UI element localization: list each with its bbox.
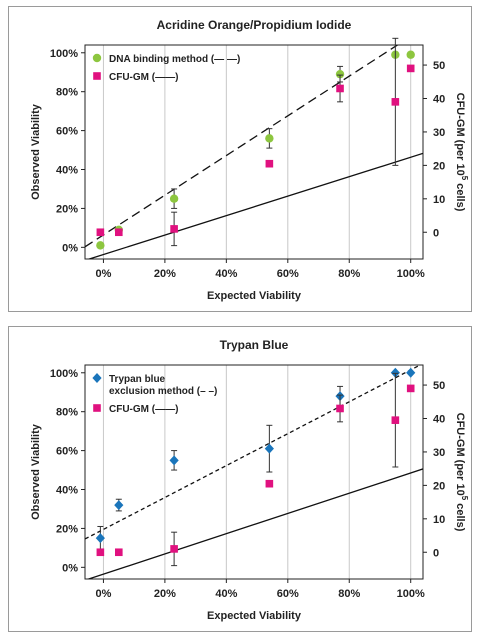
y-tick-label: 60%: [56, 446, 78, 458]
legend-marker-diamond: [92, 373, 102, 383]
y2-axis-label-main: CFU-GM (per 10: [454, 93, 466, 176]
x-tick-label: 20%: [154, 268, 176, 280]
x-axis-label: Expected Viability: [207, 610, 302, 622]
fit-line: [85, 365, 422, 540]
data-point-square: [170, 545, 178, 553]
y-tick-label: 0%: [62, 562, 78, 574]
data-point-square: [391, 416, 400, 424]
data-point-diamond: [95, 533, 105, 544]
fit-lines: [85, 45, 423, 259]
data-point-square: [96, 228, 105, 237]
chart-panel-acridine: Acridine Orange/Propidium Iodide 0% 20% 40%…: [8, 6, 472, 312]
y-axis-label: Observed Viability: [30, 103, 42, 200]
x-tick-label: 100%: [397, 588, 425, 600]
legend-marker-square: [93, 72, 101, 80]
y-tick-label: 0%: [62, 242, 78, 254]
y2-tick-label: 50: [433, 60, 445, 72]
x-tick-label: 0%: [95, 268, 111, 280]
y2-tick-label: 20: [433, 160, 445, 172]
x-tick-label: 60%: [277, 268, 299, 280]
y-tick-label: 100%: [50, 48, 78, 60]
y2-axis-label-sup: 5: [460, 176, 469, 181]
y2-tick-label: 30: [433, 447, 445, 459]
data-point-square: [96, 548, 105, 557]
data-point-diamond: [264, 443, 274, 454]
y-tick-label: 20%: [56, 203, 78, 215]
x-tick-label: 20%: [154, 588, 176, 600]
fit-line: [87, 152, 423, 259]
x-tick-label: 40%: [215, 588, 237, 600]
y2-tick-label: 50: [433, 380, 445, 392]
y-tick-label: 40%: [56, 165, 78, 177]
y2-axis-label-main: CFU-GM (per 10: [454, 413, 466, 496]
y2-tick-label: 10: [433, 514, 445, 526]
data-point-diamond: [406, 367, 416, 378]
y2-axis-label-sup: 5: [460, 496, 469, 501]
data-point-circle: [169, 194, 179, 203]
y2-axis-label: CFU-GM (per 105 cells): [454, 93, 469, 212]
chart-acridine: Acridine Orange/Propidium Iodide 0% 20% 40%…: [30, 18, 469, 302]
legend-label: DNA binding method (— —): [109, 54, 240, 65]
y2-tick-label: 0: [433, 227, 439, 239]
x-tick-label: 40%: [215, 268, 237, 280]
y-tick-label: 80%: [56, 407, 78, 419]
x-axis-label: Expected Viability: [207, 290, 302, 302]
data-point-square: [115, 228, 123, 237]
data-point-circle: [406, 50, 415, 59]
legend-label: CFU-GM (——): [109, 404, 178, 415]
legend: DNA binding method (— —) CFU-GM (——): [92, 53, 240, 83]
data-point-square: [265, 479, 274, 488]
data-point-square: [336, 84, 344, 93]
x-tick-label: 100%: [397, 268, 425, 280]
legend-marker-square: [93, 404, 101, 412]
data-point-square: [265, 159, 274, 168]
data-point-square: [336, 404, 344, 413]
x-tick-label: 0%: [95, 588, 111, 600]
data-point-circle: [335, 69, 345, 79]
x-tick-label: 80%: [338, 268, 360, 280]
y2-tick-label: 10: [433, 194, 445, 206]
chart-title: Trypan Blue: [220, 338, 289, 352]
legend-marker-circle: [92, 53, 102, 63]
y2-axis-label: CFU-GM (per 105 cells): [454, 413, 469, 532]
data-point-circle: [96, 241, 105, 250]
y2-tick-label: 30: [433, 127, 445, 139]
x-tick-label: 80%: [338, 588, 360, 600]
x-tick-label: 60%: [277, 588, 299, 600]
data-point-diamond: [390, 367, 400, 378]
y2-tick-label: 40: [433, 414, 445, 426]
y-tick-label: 20%: [56, 523, 78, 535]
data-point-circle: [265, 134, 274, 143]
legend-label-line2: exclusion method (– –): [109, 386, 217, 397]
legend-label: Trypan blue: [109, 374, 166, 385]
y2-axis-label-tail: cells): [454, 180, 466, 212]
y2-axis-label-tail: cells): [454, 500, 466, 532]
data-point-square: [170, 225, 178, 233]
y2-tick-label: 40: [433, 94, 445, 106]
data-point-diamond: [169, 455, 179, 466]
plot-frame: [84, 364, 424, 580]
y2-tick-label: 20: [433, 480, 445, 492]
data-point-square: [391, 98, 400, 106]
y2-tick-label: 0: [433, 547, 439, 559]
data-point-square: [406, 64, 415, 73]
chart-panel-trypan: Trypan Blue 0% 20% 40% 60% 80% 100% 0% 20% 40% 60%…: [8, 326, 472, 632]
y-axis-label: Observed Viability: [30, 423, 42, 520]
data-point-square: [406, 384, 415, 393]
data-point-square: [115, 548, 123, 557]
legend-label: CFU-GM (——): [109, 72, 178, 83]
chart-trypan: Trypan Blue 0% 20% 40% 60% 80% 100% 0% 20% 40% 60%…: [30, 338, 469, 622]
fit-lines: [85, 365, 423, 579]
fit-line: [86, 468, 423, 579]
plot-frame: [84, 44, 424, 260]
y-tick-label: 40%: [56, 485, 78, 497]
data-point-diamond: [114, 500, 124, 511]
y-tick-label: 80%: [56, 87, 78, 99]
fit-line: [85, 45, 399, 248]
y-tick-label: 100%: [50, 368, 78, 380]
y-tick-label: 60%: [56, 126, 78, 138]
chart-title: Acridine Orange/Propidium Iodide: [157, 18, 352, 32]
